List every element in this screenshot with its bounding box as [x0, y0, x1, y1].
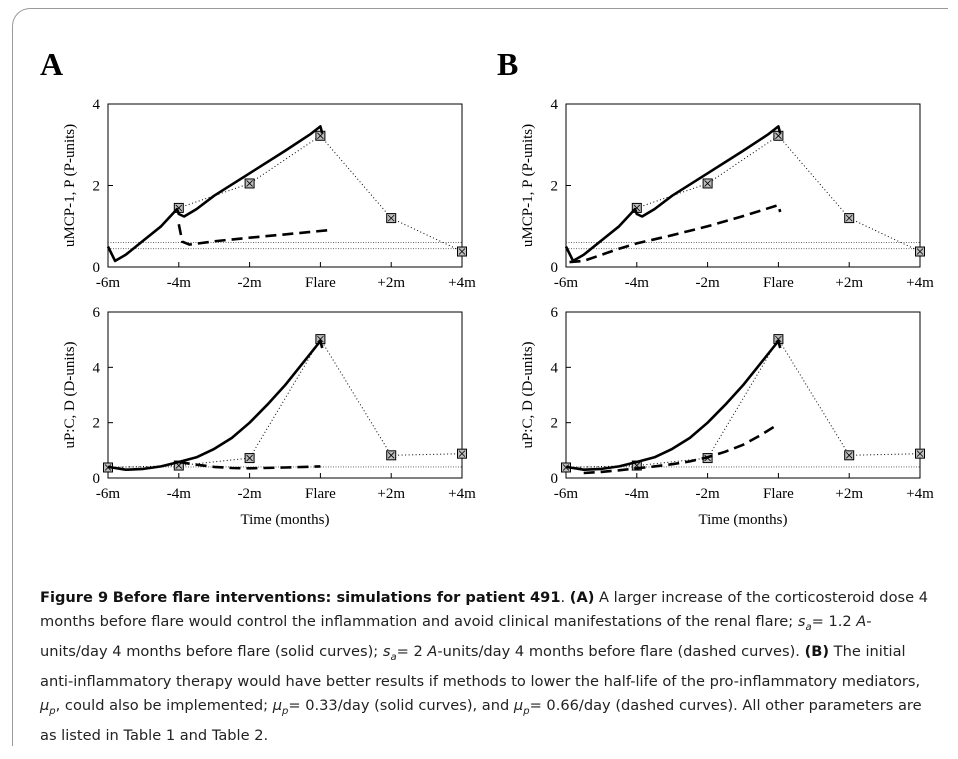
chart-a-bottom-xtick-label: -6m	[96, 486, 120, 502]
chart-b-top-xtick-label: -4m	[625, 275, 649, 291]
symbol-mu-p-3: μp	[513, 696, 530, 717]
caption-a-text-5: -units/day 4 months before flare (dashed…	[437, 642, 805, 660]
chart-a-bottom-xlabel: Time (months)	[240, 512, 329, 528]
chart-b-top-xtick-label: Flare	[763, 275, 794, 291]
chart-b-top-xtick-label: -6m	[554, 275, 578, 291]
chart-a-bottom-solid-curve	[107, 339, 324, 472]
chart-a-bottom-dashed-curve	[178, 460, 321, 470]
chart-a-top-data-point-cross	[458, 248, 466, 255]
chart-b-bottom-data-point-cross	[916, 450, 924, 457]
chart-b-top-xtick-label: +4m	[906, 275, 934, 291]
chart-b-top-solid-curve	[564, 125, 782, 263]
chart-a-bottom-ytick-label: 0	[93, 471, 101, 487]
chart-a-top-xtick-label: -2m	[238, 275, 262, 291]
chart-a-bottom-data-point-cross	[317, 335, 324, 343]
chart-b-bottom-xtick-label: -4m	[625, 486, 649, 502]
caption-a-text-1: A larger increase of the corticosteroid …	[40, 589, 928, 630]
chart-b-bottom-xtick-label: Flare	[763, 486, 794, 502]
figure-frame	[12, 8, 948, 746]
chart-a-bottom-frame	[107, 311, 463, 479]
chart-a-bottom-data-point-cross	[246, 454, 253, 462]
chart-b-bottom-ytick-label: 4	[551, 360, 559, 376]
chart-b-top-ytick-label: 2	[551, 179, 559, 195]
chart-b-top-dashed-curve	[569, 203, 782, 264]
chart-a-top-dashed-curve	[177, 223, 328, 246]
chart-a-bottom-ytick-label: 2	[93, 416, 101, 432]
chart-b-bottom-xtick-label: +2m	[835, 486, 863, 502]
symbol-a-2: A	[427, 642, 438, 660]
chart-b-bottom-data-point-cross	[775, 335, 782, 343]
chart-a-top-xtick-label: -4m	[167, 275, 191, 291]
chart-b-top-data-point-cross	[775, 132, 782, 140]
symbol-a-1: A	[856, 613, 867, 630]
caption-b-text-1: The initial anti-inflammatory therapy wo…	[40, 642, 921, 690]
chart-b-top-ytick-label: 4	[551, 97, 559, 113]
chart-a-bottom-xtick-label: -4m	[167, 486, 191, 502]
symbol-s-a-1: sa	[797, 613, 812, 633]
chart-b-bottom-frame	[565, 311, 921, 479]
chart-a-bottom-xtick-label: Flare	[305, 486, 336, 502]
caption-a-text-2: = 1.2	[811, 613, 857, 630]
chart-b-bottom-xtick-label: +4m	[906, 486, 934, 502]
symbol-mu-p-2: μp	[272, 696, 289, 717]
panel-label-b: B	[497, 46, 519, 82]
chart-b-top-data-point-cross	[916, 248, 924, 255]
chart-a-bottom-ylabel: uP:C, D (D-units)	[62, 341, 78, 448]
caption-b-text-4: = 0.66/day (dashed curves). All other pa…	[40, 696, 922, 744]
chart-a-top-data-point-cross	[387, 214, 395, 222]
chart-b-bottom-ylabel: uP:C, D (D-units)	[520, 341, 536, 448]
caption-period: .	[560, 589, 570, 606]
chart-b-bottom-solid-curve	[565, 339, 782, 472]
chart-a-bottom-xtick-label: +2m	[377, 486, 405, 502]
chart-b-bottom-xtick-label: -2m	[696, 486, 720, 502]
symbol-s-a-2: sa	[382, 642, 397, 663]
figure-title: Before flare interventions: simulations …	[112, 589, 561, 606]
chart-a-top-data-point-cross	[246, 180, 253, 187]
chart-a-bottom-data-point-cross	[458, 450, 466, 457]
chart-a-bottom-xtick-label: -2m	[238, 486, 262, 502]
chart-a-bottom-data-line-dotted	[107, 338, 463, 468]
caption-b-text-3: = 0.33/day (solid curves), and	[288, 696, 514, 714]
caption-a-label: (A)	[569, 589, 595, 606]
chart-a-top-xtick-label: -6m	[96, 275, 120, 291]
chart-b-bottom-data-point-cross	[845, 452, 853, 459]
chart-a-top-ytick-label: 0	[93, 260, 101, 276]
symbol-mu-p-1: μp	[40, 696, 56, 717]
chart-b-top-xtick-label: -2m	[696, 275, 720, 291]
chart-a-top-xtick-label: +2m	[377, 275, 405, 291]
chart-a-top-ylabel: uMCP-1, P (P-units)	[62, 124, 78, 247]
chart-a-bottom-data-point-cross	[387, 452, 395, 459]
chart-b-bottom-ytick-label: 0	[551, 471, 559, 487]
chart-a-top-ytick-label: 2	[93, 179, 101, 195]
chart-b-top-data-point-cross	[845, 214, 853, 222]
chart-b-top-data-line-dotted	[636, 135, 921, 252]
chart-b-bottom-ytick-label: 2	[551, 416, 559, 432]
chart-b-bottom-ytick-label: 6	[551, 305, 559, 321]
caption-a-text-4: = 2	[396, 642, 428, 660]
figure-label: Figure 9	[40, 589, 109, 606]
chart-b-bottom-data-line-dotted	[565, 338, 921, 468]
chart-a-top-xtick-label: +4m	[448, 275, 476, 291]
chart-a-bottom-xtick-label: +4m	[448, 486, 476, 502]
chart-a-top-data-line-dotted	[178, 135, 463, 252]
panel-label-a: A	[40, 46, 64, 82]
chart-a-top-data-point-cross	[317, 132, 324, 140]
caption-a-text-3: -units/day 4 months before flare (solid …	[40, 613, 872, 660]
chart-b-top-data-point-cross	[704, 180, 711, 187]
chart-a-top-solid-curve	[106, 125, 324, 263]
chart-a-bottom-ytick-label: 4	[93, 360, 101, 376]
chart-a-top-ytick-label: 4	[93, 97, 101, 113]
chart-b-bottom-xtick-label: -6m	[554, 486, 578, 502]
chart-a-top-xtick-label: Flare	[305, 275, 336, 291]
figure-caption: Figure 9 Before flare interventions: sim…	[40, 586, 935, 748]
chart-area: 0 2 4 -6m -4m -2m Flare +2m +4m uMCP-1, P (P-unit…	[62, 97, 934, 528]
chart-b-top-ylabel: uMCP-1, P (P-units)	[520, 124, 536, 247]
chart-b-top-ytick-label: 0	[551, 260, 559, 276]
caption-b-label: (B)	[804, 642, 830, 660]
chart-b-bottom-xlabel: Time (months)	[698, 512, 787, 528]
caption-b-text-2: , could also be implemented;	[55, 696, 273, 714]
chart-b-bottom-dashed-curve	[583, 422, 780, 475]
chart-a-bottom-ytick-label: 6	[93, 305, 101, 321]
chart-b-top-xtick-label: +2m	[835, 275, 863, 291]
